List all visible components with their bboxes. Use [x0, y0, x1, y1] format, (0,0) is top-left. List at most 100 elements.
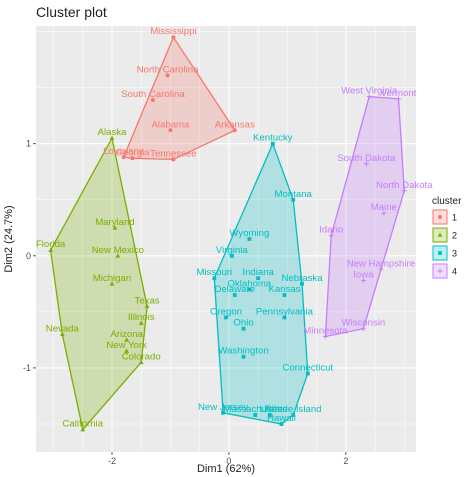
- label-new-york: New York: [106, 340, 147, 351]
- label-minnesota: Minnesota: [303, 326, 348, 337]
- legend-marker-1: [438, 215, 442, 219]
- grid-lines: [36, 26, 416, 452]
- label-nebraska: Nebraska: [281, 273, 323, 284]
- label-mississippi: Mississippi: [150, 26, 196, 37]
- point-texas: [144, 303, 150, 309]
- y-tick-label: 1: [26, 139, 31, 149]
- point-labels: Mississippi North Carolina South Carolina G…: [36, 26, 433, 429]
- x-axis-title: Dim1 (62%): [197, 463, 255, 475]
- y-axis-title: Dim2 (24.7%): [3, 205, 15, 272]
- label-arkansas: Arkansas: [215, 119, 255, 130]
- label-illinois: Illinois: [128, 312, 155, 323]
- x-tick-label: 2: [343, 456, 348, 466]
- label-north-dakota: North Dakota: [376, 180, 433, 191]
- point-oklahoma: [247, 287, 252, 292]
- label-california: California: [63, 419, 104, 430]
- point-hawaii: [279, 422, 284, 426]
- label-virginia: Virginia: [216, 245, 248, 256]
- legend-title: cluster: [432, 196, 462, 207]
- label-missouri: Missouri: [196, 267, 232, 278]
- point-north-dakota: [401, 188, 407, 194]
- legend: cluster 1 2 3 4: [432, 196, 462, 279]
- label-idaho: Idaho: [319, 225, 343, 236]
- label-alaska: Alaska: [98, 127, 127, 138]
- label-kentucky: Kentucky: [253, 133, 293, 144]
- point-new-jersey: [221, 410, 225, 415]
- label-hawaii: Hawaii: [267, 413, 296, 424]
- label-oklahoma: Oklahoma: [228, 278, 272, 289]
- point-idaho: [328, 233, 334, 239]
- chart-title: Cluster plot: [36, 4, 107, 20]
- point-south-carolina: [150, 97, 155, 102]
- label-new-hampshire: New Hampshire: [347, 258, 415, 269]
- label-washington: Washington: [218, 346, 268, 357]
- label-maryland: Maryland: [95, 217, 134, 228]
- point-washington: [241, 354, 246, 359]
- point-wyoming: [247, 237, 252, 241]
- legend-label-4: 4: [452, 267, 457, 277]
- point-nevada: [59, 331, 65, 337]
- label-alabama: Alabama: [152, 119, 191, 130]
- label-montana: Montana: [275, 189, 313, 200]
- label-delaware: Delaware: [215, 284, 256, 295]
- point-south-dakota: [363, 161, 369, 167]
- x-tick-label: 0: [226, 456, 231, 466]
- legend-label-2: 2: [452, 231, 457, 241]
- legend-marker-3: [438, 251, 442, 255]
- point-alaska: [109, 135, 115, 140]
- label-massachusetts: Massachusetts: [223, 404, 287, 415]
- point-oregon: [224, 315, 228, 320]
- point-mississippi: [171, 35, 176, 40]
- label-south-dakota: South Dakota: [337, 153, 396, 164]
- label-louisiana: Louisiana: [103, 146, 145, 157]
- data-points: [48, 35, 407, 432]
- point-new-hampshire: [378, 266, 384, 272]
- x-tick-label: -2: [108, 456, 116, 466]
- label-texas: Texas: [135, 295, 160, 306]
- label-pennsylvania: Pennsylvania: [256, 306, 314, 317]
- point-ohio: [241, 326, 246, 331]
- point-maryland: [112, 225, 118, 230]
- label-utah: Utah: [260, 404, 280, 415]
- point-missouri: [212, 276, 217, 281]
- label-nevada: Nevada: [46, 323, 80, 334]
- point-pennsylvania: [282, 315, 287, 320]
- label-colorado: Colorado: [122, 351, 161, 362]
- point-indiana: [256, 276, 261, 281]
- label-wyoming: Wyoming: [229, 228, 269, 239]
- cluster-hulls: [49, 35, 405, 432]
- label-west-virginia: West Virginia: [341, 86, 398, 97]
- point-massachusetts: [253, 413, 258, 417]
- point-georgia: [130, 156, 135, 161]
- point-delaware: [232, 293, 237, 297]
- label-ohio: Ohio: [233, 318, 253, 329]
- point-arizona: [124, 337, 130, 342]
- label-maine: Maine: [371, 202, 397, 213]
- point-montana: [291, 197, 296, 202]
- point-north-carolina: [165, 73, 170, 78]
- point-virginia: [229, 253, 234, 258]
- point-new-mexico: [115, 253, 121, 258]
- label-kansas: Kansas: [268, 284, 300, 295]
- point-alabama: [168, 128, 173, 133]
- point-kentucky: [270, 141, 275, 146]
- point-louisiana: [121, 155, 126, 160]
- point-tennessee: [171, 157, 176, 162]
- point-new-york: [124, 348, 130, 353]
- label-new-jersey: New Jersey: [198, 402, 248, 413]
- point-nebraska: [300, 281, 304, 286]
- point-florida: [48, 247, 54, 253]
- legend-label-3: 3: [452, 249, 457, 259]
- point-california: [80, 426, 86, 432]
- point-wisconsin: [360, 326, 366, 332]
- label-florida: Florida: [36, 239, 66, 250]
- legend-label-1: 1: [452, 213, 457, 223]
- point-utah: [267, 413, 272, 417]
- point-illinois: [138, 320, 144, 325]
- label-iowa: Iowa: [353, 269, 374, 280]
- label-arizona: Arizona: [110, 329, 143, 340]
- y-tick-label: 0: [26, 251, 31, 261]
- legend-marker-2: [437, 232, 443, 237]
- label-connecticut: Connecticut: [283, 363, 334, 374]
